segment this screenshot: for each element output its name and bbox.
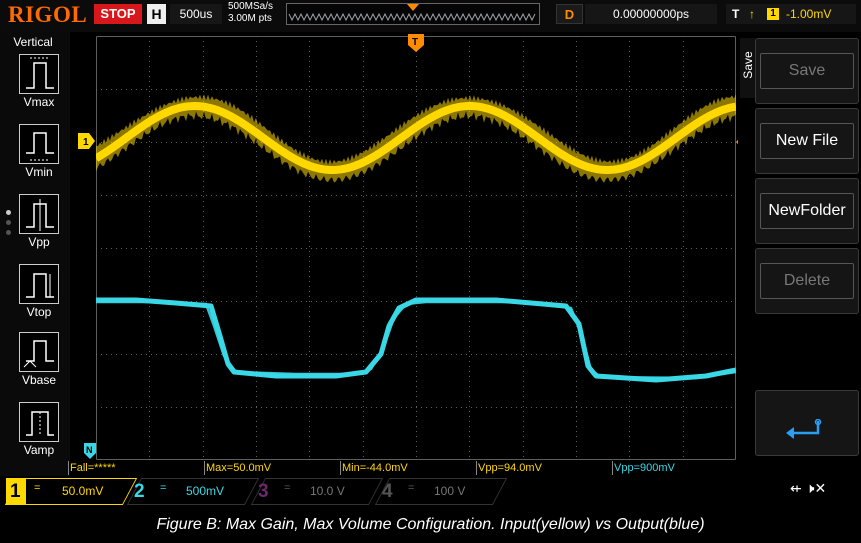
ch2-waveform: [96, 297, 736, 383]
channel-2-settings[interactable]: 2 = 500mV: [126, 478, 260, 505]
vbase-label: Vbase: [21, 373, 57, 387]
vbase-button[interactable]: Vbase: [17, 332, 61, 398]
save-button-label: Save: [760, 53, 854, 89]
delay-badge: D: [556, 4, 583, 24]
vertical-measure-panel: Vertical Vmax Vmin Vpp Vtop Vbase Vamp: [0, 32, 70, 476]
vmax-label: Vmax: [23, 95, 55, 109]
usb-icon: ⇷: [790, 480, 802, 496]
delay-readout[interactable]: 0.00000000ps: [585, 4, 717, 24]
status-icons: ⇷ 🕨✕: [790, 480, 826, 497]
panel-title: Vertical: [13, 35, 53, 49]
run-stop-status[interactable]: STOP: [94, 4, 142, 24]
ch4-scale: 100 V: [434, 484, 466, 498]
back-button[interactable]: [755, 390, 859, 456]
ch1-scale: 50.0mV: [62, 484, 104, 498]
vamp-measure-icon: [19, 402, 59, 442]
return-arrow-icon: [786, 419, 822, 439]
speaker-muted-icon[interactable]: 🕨✕: [805, 480, 827, 496]
ch2-marker-label: N: [86, 445, 93, 455]
top-status-bar: RIGOL STOP H 500us 500MSa/s 3.00M pts D …: [0, 0, 861, 32]
delete-label: Delete: [760, 263, 854, 299]
vmin-button[interactable]: Vmin: [17, 124, 61, 190]
memory-depth: 3.00M pts: [228, 13, 272, 24]
measurement-min: Min=-44.0mV: [340, 461, 476, 475]
overview-wave: [288, 4, 536, 22]
measurement-fall: Fall=*****: [68, 461, 204, 475]
vmax-measure-icon: [19, 54, 59, 94]
ch3-scale: 10.0 V: [310, 484, 345, 498]
trigger-type-label: T: [732, 7, 740, 21]
new-folder-button[interactable]: NewFolder: [755, 178, 859, 244]
vtop-measure-icon: [19, 264, 59, 304]
trigger-readout[interactable]: T ↑ 1 -1.00mV: [726, 4, 856, 24]
ch1-waveform: [96, 93, 736, 183]
new-file-label: New File: [760, 123, 854, 159]
vtop-label: Vtop: [26, 305, 52, 319]
channel-1-settings[interactable]: 1 = 50.0mV: [4, 478, 138, 505]
trigger-level: -1.00mV: [786, 7, 832, 21]
menu-tab-label: Save: [741, 51, 755, 79]
channel-4-settings[interactable]: 4 = 100 V: [374, 478, 508, 505]
rigol-logo: RIGOL: [8, 2, 88, 27]
ch3-number: 3: [258, 481, 269, 502]
ch2-coupling-icon: =: [160, 482, 167, 494]
ch3-coupling-icon: =: [284, 482, 291, 494]
timebase-readout[interactable]: 500us: [170, 4, 222, 24]
measurement-vpp-ch2: Vpp=900mV: [612, 461, 749, 475]
save-menu: Save Save New File NewFolder Delete: [738, 32, 861, 476]
vmax-button[interactable]: Vmax: [17, 54, 61, 120]
ch1-offset-marker[interactable]: 1: [78, 133, 96, 149]
ch2-scale: 500mV: [186, 484, 225, 498]
trigger-source: 1: [767, 8, 779, 20]
vpp-label: Vpp: [28, 235, 50, 249]
vpp-measure-icon: [19, 194, 59, 234]
trigger-marker-label: T: [412, 37, 418, 48]
waveform-overview: [286, 3, 540, 25]
new-folder-label: NewFolder: [760, 193, 854, 229]
waveform-canvas: [96, 36, 736, 460]
ch2-number: 2: [134, 481, 145, 502]
trigger-position-marker[interactable]: T: [408, 34, 424, 52]
vamp-label: Vamp: [23, 443, 55, 457]
measurement-bar: Fall=***** Max=50.0mV Min=-44.0mV Vpp=94…: [68, 461, 750, 475]
delete-button[interactable]: Delete: [755, 248, 859, 314]
save-button[interactable]: Save: [755, 38, 859, 104]
vpp-button[interactable]: Vpp: [17, 194, 61, 260]
vtop-button[interactable]: Vtop: [17, 264, 61, 330]
ch4-coupling-icon: =: [408, 482, 415, 494]
channel-bar: 1 = 50.0mV 2 = 500mV 3 = 10.0 V 4 = 100 …: [0, 476, 861, 506]
horizontal-badge: H: [147, 4, 166, 24]
sample-rate: 500MSa/s: [228, 1, 274, 12]
ch1-number-box: [6, 478, 26, 505]
ch2-offset-marker[interactable]: N: [84, 443, 96, 459]
acquisition-info: 500MSa/s 3.00M pts: [228, 1, 273, 25]
ch1-marker-label: 1: [83, 137, 89, 148]
overview-trigger-marker: [407, 4, 419, 11]
channel-3-settings[interactable]: 3 = 10.0 V: [250, 478, 384, 505]
vamp-button[interactable]: Vamp: [17, 402, 61, 468]
new-file-button[interactable]: New File: [755, 108, 859, 174]
vbase-measure-icon: [19, 332, 59, 372]
measurement-vpp-ch1: Vpp=94.0mV: [476, 461, 612, 475]
measurement-max: Max=50.0mV: [204, 461, 340, 475]
rising-edge-icon: ↑: [749, 7, 755, 21]
ch1-number: 1: [10, 481, 21, 502]
vmin-measure-icon: [19, 124, 59, 164]
ch1-coupling-icon: =: [34, 482, 41, 494]
vmin-label: Vmin: [25, 165, 53, 179]
ch4-number: 4: [382, 481, 393, 502]
figure-caption: Figure B: Max Gain, Max Volume Configura…: [0, 506, 861, 543]
page-indicator: [6, 210, 11, 240]
waveform-display[interactable]: [96, 36, 736, 460]
menu-tab: Save: [740, 38, 755, 98]
